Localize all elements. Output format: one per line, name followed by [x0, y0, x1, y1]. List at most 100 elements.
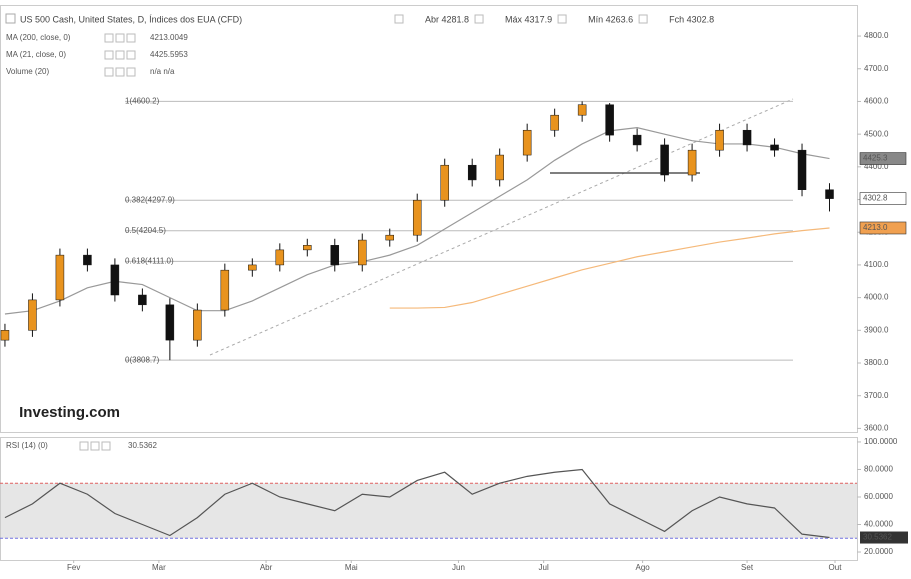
candle-body: [605, 104, 614, 136]
candle-body: [330, 245, 340, 266]
candle-body: [715, 129, 724, 151]
icon: [79, 441, 89, 451]
ohlc-label: Fch 4302.8: [669, 14, 714, 24]
candle-body: [632, 134, 642, 146]
icon: [126, 67, 136, 77]
candle-body: [742, 129, 752, 146]
y-tick-label: 4100.0: [864, 260, 889, 269]
icon: [101, 441, 111, 451]
candle-body: [275, 249, 285, 266]
rsi-band: [1, 483, 857, 539]
x-tick-label: Mai: [345, 563, 358, 572]
candle-body: [797, 149, 807, 190]
y-tick-label: 80.0000: [864, 465, 893, 474]
x-tick-label: Mar: [152, 563, 166, 572]
icon: [104, 50, 114, 60]
candle-body: [385, 234, 394, 241]
candle-body: [138, 294, 147, 306]
price-tag: [859, 152, 907, 165]
x-tick-label: Fev: [67, 563, 80, 572]
rsi-value: 30.5362: [128, 441, 157, 450]
icon: [474, 14, 484, 24]
indicator-value: 4213.0049: [150, 33, 188, 42]
candle-body: [522, 129, 532, 156]
price-tag-label: 4425.3: [863, 154, 888, 163]
indicator-value: n/a n/a: [150, 67, 175, 76]
rsi-tag: [860, 531, 908, 544]
candle-body: [165, 304, 175, 341]
candle-body: [412, 199, 422, 236]
candle-body: [110, 264, 120, 296]
candle-body: [220, 269, 230, 311]
icon: [104, 67, 114, 77]
candle-body: [28, 299, 37, 331]
rsi-name: RSI (14) (0): [6, 441, 48, 450]
y-tick-label: 20.0000: [864, 547, 893, 556]
fib-label: 0.618(4111.0): [125, 256, 174, 265]
fib-label: 0.382(4297.9): [125, 195, 175, 204]
icon: [126, 33, 136, 43]
candle-body: [248, 264, 257, 271]
candle-body: [825, 189, 834, 199]
candle-body: [660, 144, 669, 176]
icon: [394, 14, 404, 24]
ohlc-label: Máx 4317.9: [505, 14, 552, 24]
y-tick-label: 4600.0: [864, 97, 889, 106]
candle-body: [550, 114, 559, 131]
candle-body: [358, 239, 367, 266]
chart-title: US 500 Cash, United States, D, Índices d…: [20, 14, 242, 24]
fib-label: 1(4600.2): [125, 96, 160, 105]
y-tick-label: 4500.0: [864, 129, 889, 138]
y-tick-label: 3800.0: [864, 358, 889, 367]
y-tick-label: 4400.0: [864, 162, 889, 171]
candle-body: [0, 330, 10, 341]
ma-line: [389, 227, 830, 309]
candle-body: [303, 245, 312, 251]
fib-label: 0.5(4204.5): [125, 226, 166, 235]
ohlc-label: Mín 4263.6: [588, 14, 633, 24]
y-tick-label: 60.0000: [864, 492, 893, 501]
icon: [126, 50, 136, 60]
y-tick-label: 3600.0: [864, 424, 889, 433]
rsi-panel: [0, 437, 858, 561]
main-panel: [0, 5, 858, 433]
candle-body: [83, 254, 92, 266]
fib-label: 0(3808.7): [125, 355, 160, 364]
icon: [557, 14, 567, 24]
candle-body: [440, 164, 449, 201]
rsi-tag-label: 30.5362: [863, 533, 892, 542]
candle-body: [55, 254, 65, 301]
y-tick-label: 3900.0: [864, 325, 889, 334]
candle-body: [770, 144, 779, 151]
x-tick-label: Ago: [635, 563, 650, 572]
candle-body: [467, 164, 477, 181]
candle-body: [687, 149, 697, 176]
y-tick-label: 4800.0: [864, 31, 889, 40]
candle-body: [193, 309, 202, 341]
indicator-value: 4425.5953: [150, 50, 188, 59]
x-tick-label: Jun: [452, 563, 465, 572]
x-tick-label: Abr: [260, 563, 273, 572]
icon: [5, 13, 16, 24]
x-tick-label: Jul: [539, 563, 549, 572]
y-tick-label: 4700.0: [864, 64, 889, 73]
price-tag-label: 4213.0: [863, 223, 888, 232]
icon: [638, 14, 648, 24]
x-tick-label: Out: [829, 563, 843, 572]
rsi-line: [4, 468, 830, 539]
indicator-name: MA (21, close, 0): [6, 50, 66, 59]
icon: [104, 33, 114, 43]
candle-body: [577, 104, 587, 116]
indicator-name: Volume (20): [6, 67, 49, 76]
indicator-name: MA (200, close, 0): [6, 33, 71, 42]
y-tick-label: 4000.0: [864, 293, 889, 302]
icon: [115, 50, 125, 60]
icon: [90, 441, 100, 451]
icon: [115, 33, 125, 43]
price-tag-label: 4302.8: [863, 194, 888, 203]
logo: Investing.com: [19, 404, 120, 421]
y-tick-label: 3700.0: [864, 391, 889, 400]
x-tick-label: Set: [741, 563, 754, 572]
icon: [115, 67, 125, 77]
price-tag: [859, 192, 907, 205]
